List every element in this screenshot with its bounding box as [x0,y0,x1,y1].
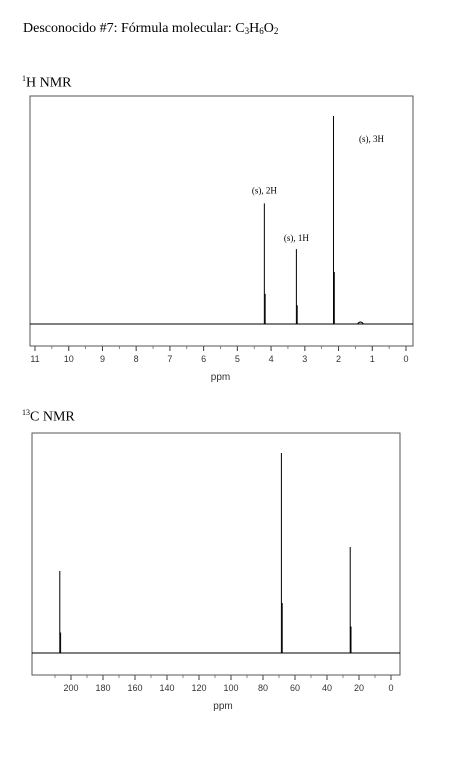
c-nmr-title: C NMR [30,409,75,425]
c-nmr-tick-label: 160 [127,683,142,693]
h-nmr-tick-label: 1 [370,354,375,364]
h-nmr-axis-title: ppm [211,372,230,383]
title-prefix: Desconocido #7: Fórmula molecular: C [23,21,245,36]
h-nmr-heading: 1H NMR [22,74,72,92]
c-nmr-tick-label: 120 [191,683,206,693]
c-nmr-tick-label: 200 [63,683,78,693]
h-nmr-tick-label: 5 [235,354,240,364]
h-nmr-peak-label: (s), 2H [252,185,277,195]
h-nmr-tick-label: 7 [167,354,172,364]
c-nmr-tick-label: 40 [322,683,332,693]
c-nmr-tick-label: 100 [223,683,238,693]
h-nmr-tick-label: 4 [269,354,274,364]
h-nmr-peak-label: (s), 1H [284,233,309,243]
h-nmr-tick-label: 2 [336,354,341,364]
h-nmr-frame [29,95,414,347]
hydrogen-symbol: H [249,21,260,36]
c-nmr-heading: 13C NMR [22,408,75,426]
c-nmr-tick-label: 140 [159,683,174,693]
c-nmr-axis-title: ppm [213,701,232,712]
h-nmr-tick-label: 3 [302,354,307,364]
h-nmr-peak-label: (s), 3H [359,134,384,144]
c-nmr-tick-label: 0 [388,683,393,693]
h-nmr-title: H NMR [26,75,72,91]
c-nmr-frame [31,432,401,676]
oxygen-count: 2 [273,26,279,36]
h-nmr-superscript: 1 [22,74,26,83]
c-nmr-tick-label: 180 [95,683,110,693]
h-nmr-tick-label: 10 [64,354,74,364]
h-nmr-tick-label: 11 [30,354,39,364]
h-nmr-tick-label: 6 [201,354,206,364]
page-title: Desconocido #7: Fórmula molecular: C3H6O… [23,21,278,37]
c-nmr-tick-label: 60 [290,683,300,693]
carbon-count: 3 [244,26,250,36]
h-nmr-tick-label: 9 [100,354,105,364]
h-nmr-tick-label: 8 [134,354,139,364]
c-nmr-tick-label: 20 [354,683,364,693]
c-nmr-superscript: 13 [22,408,30,417]
oxygen-symbol: O [263,21,274,36]
c-nmr-tick-label: 80 [258,683,268,693]
h-nmr-minor-peak [357,321,364,325]
h-nmr-tick-label: 0 [403,354,408,364]
hydrogen-count: 6 [259,26,264,36]
